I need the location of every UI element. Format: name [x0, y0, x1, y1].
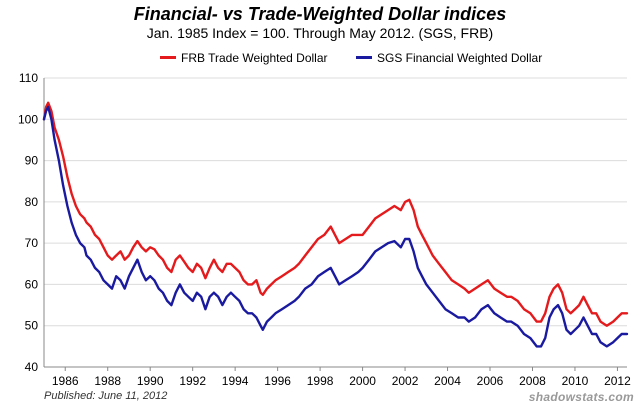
- legend-label-frb: FRB Trade Weighted Dollar: [181, 51, 328, 65]
- x-tick-label: 2006: [477, 374, 504, 388]
- x-tick-label: 2012: [604, 374, 631, 388]
- x-tick-label: 2010: [562, 374, 589, 388]
- y-tick-label: 110: [19, 71, 38, 85]
- x-tick-label: 2008: [519, 374, 546, 388]
- chart-subtitle: Jan. 1985 Index = 100. Through May 2012.…: [146, 25, 494, 41]
- legend-swatch-sgs: [356, 56, 372, 60]
- series-lines: [42, 101, 629, 348]
- x-tick-label: 2002: [392, 374, 419, 388]
- x-tick-label: 1996: [264, 374, 291, 388]
- published-date: Published: June 11, 2012: [44, 390, 168, 402]
- y-tick-label: 70: [25, 236, 39, 250]
- axes: [43, 78, 627, 368]
- x-tick-label: 1994: [222, 374, 249, 388]
- y-tick-label: 40: [25, 360, 39, 374]
- x-tick-label: 2004: [434, 374, 461, 388]
- y-tick-label: 80: [25, 195, 39, 209]
- chart-title: Financial- vs Trade-Weighted Dollar indi…: [133, 4, 507, 24]
- legend-item-sgs: SGS Financial Weighted Dollar: [356, 51, 542, 65]
- grid-lines: [44, 77, 627, 368]
- series-line-sgs: [42, 105, 629, 348]
- y-axis-ticks: 40 50 60 70 80 90 100 110: [18, 71, 38, 374]
- legend-label-sgs: SGS Financial Weighted Dollar: [377, 51, 543, 65]
- x-tick-label: 1998: [307, 374, 334, 388]
- y-tick-label: 100: [18, 112, 38, 126]
- x-tick-label: 1990: [137, 374, 164, 388]
- x-tick-label: 1992: [179, 374, 206, 388]
- series-line-frb: [42, 101, 629, 327]
- y-tick-label: 60: [25, 277, 39, 291]
- x-tick-label: 1988: [94, 374, 121, 388]
- x-axis-ticks: 1986 1988 1990 1992 1994 1996 1998 2000 2002 2004…: [52, 367, 631, 388]
- legend-swatch-frb: [160, 56, 176, 60]
- y-tick-label: 90: [25, 154, 39, 168]
- x-tick-label: 2000: [349, 374, 376, 388]
- source-credit: shadowstats.com: [528, 390, 634, 404]
- y-tick-label: 50: [25, 319, 39, 333]
- x-tick-label: 1986: [52, 374, 79, 388]
- legend-item-frb: FRB Trade Weighted Dollar: [160, 51, 328, 65]
